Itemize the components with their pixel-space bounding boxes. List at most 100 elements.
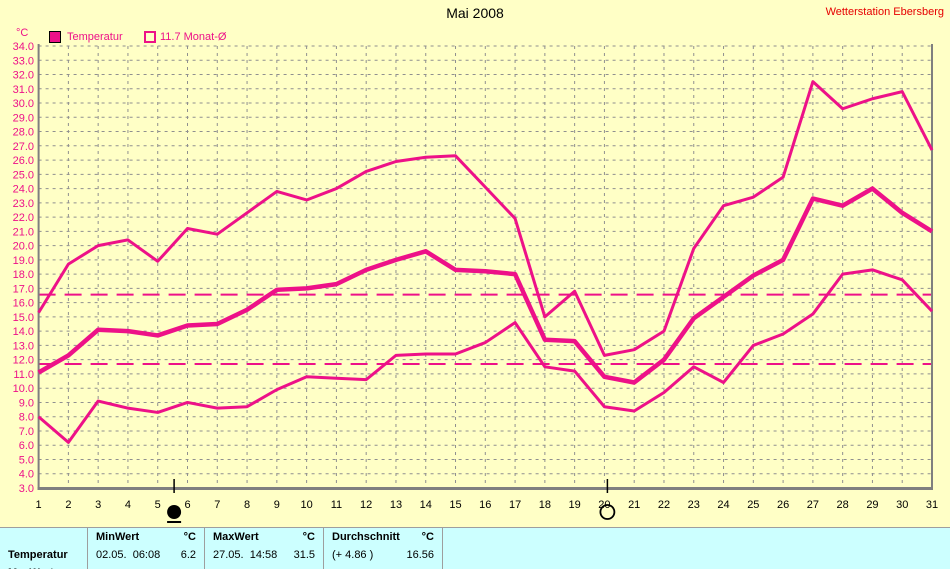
summary-header-spacer bbox=[0, 528, 87, 546]
grid-lines bbox=[38, 45, 932, 488]
summary-value-row: Temperatur 02.05. 06:08 6.2 27.05. 14:58… bbox=[0, 546, 950, 564]
svg-text:15: 15 bbox=[449, 499, 461, 511]
svg-text:15.0: 15.0 bbox=[13, 312, 34, 324]
temperature-series-swatch-icon bbox=[49, 31, 61, 43]
summary-header-empty bbox=[442, 528, 950, 546]
mean-temp-line bbox=[37, 186, 934, 385]
minwert-header-label: MinWert bbox=[96, 531, 140, 543]
svg-text:18.0: 18.0 bbox=[13, 269, 34, 281]
svg-text:24: 24 bbox=[717, 499, 729, 511]
y-axis-unit-label: °C bbox=[16, 27, 29, 39]
svg-text:21: 21 bbox=[628, 499, 640, 511]
durchschnitt-header-label: Durchschnitt bbox=[332, 531, 400, 543]
svg-text:10.0: 10.0 bbox=[13, 383, 34, 395]
svg-text:30: 30 bbox=[896, 499, 908, 511]
svg-text:6.0: 6.0 bbox=[19, 440, 34, 452]
svg-text:8: 8 bbox=[244, 499, 250, 511]
maxwert-header-label: MaxWert bbox=[213, 531, 259, 543]
maxwert-value-cell: 27.05. 14:58 31.5 bbox=[204, 546, 323, 564]
svg-text:13: 13 bbox=[390, 499, 402, 511]
svg-text:29: 29 bbox=[866, 499, 878, 511]
svg-text:24.0: 24.0 bbox=[13, 184, 34, 196]
maxwert-timestamp: 27.05. 14:58 bbox=[213, 549, 278, 561]
svg-text:25.0: 25.0 bbox=[13, 169, 34, 181]
summary-clipped-row: MaxWert bbox=[0, 564, 950, 569]
svg-text:13.0: 13.0 bbox=[13, 340, 34, 352]
svg-text:16.0: 16.0 bbox=[13, 298, 34, 310]
svg-text:31.0: 31.0 bbox=[13, 84, 34, 96]
maxwert-header-unit: °C bbox=[302, 531, 315, 543]
svg-text:12.0: 12.0 bbox=[13, 355, 34, 367]
summary-value-empty bbox=[442, 546, 950, 564]
svg-text:5: 5 bbox=[155, 499, 161, 511]
svg-text:1: 1 bbox=[36, 499, 42, 511]
sensor-row-label: Temperatur bbox=[8, 549, 68, 561]
month-average-swatch-icon bbox=[144, 31, 156, 43]
svg-text:17.0: 17.0 bbox=[13, 283, 34, 295]
summary-header-row: MinWert °C MaxWert °C Durchschnitt °C bbox=[0, 528, 950, 546]
y-axis-labels: 3.0 4.0 5.0 6.0 7.0 8.0 9.0 10.0 11.0 12.0 13.0 14.… bbox=[13, 41, 34, 495]
svg-text:3.0: 3.0 bbox=[19, 483, 34, 495]
svg-text:8.0: 8.0 bbox=[19, 412, 34, 424]
svg-text:14: 14 bbox=[420, 499, 432, 511]
svg-text:7.0: 7.0 bbox=[19, 426, 34, 438]
svg-text:6: 6 bbox=[184, 499, 190, 511]
svg-text:34.0: 34.0 bbox=[13, 41, 34, 53]
maxwert-header-cell: MaxWert °C bbox=[204, 528, 323, 546]
svg-text:32.0: 32.0 bbox=[13, 70, 34, 82]
svg-text:16: 16 bbox=[479, 499, 491, 511]
svg-text:25: 25 bbox=[747, 499, 759, 511]
svg-text:29.0: 29.0 bbox=[13, 112, 34, 124]
svg-text:23.0: 23.0 bbox=[13, 198, 34, 210]
svg-text:17: 17 bbox=[509, 499, 521, 511]
svg-text:22.0: 22.0 bbox=[13, 212, 34, 224]
svg-text:19.0: 19.0 bbox=[13, 255, 34, 267]
minwert-header-cell: MinWert °C bbox=[87, 528, 204, 546]
svg-text:9: 9 bbox=[274, 499, 280, 511]
svg-text:26.0: 26.0 bbox=[13, 155, 34, 167]
durchschnitt-header-unit: °C bbox=[421, 531, 434, 543]
month-average-label: 11.7 Monat-Ø bbox=[160, 31, 227, 43]
temperature-series-label: Temperatur bbox=[67, 31, 123, 43]
svg-text:10: 10 bbox=[300, 499, 312, 511]
clipped-row-label: MaxWert bbox=[0, 564, 87, 569]
svg-text:28: 28 bbox=[837, 499, 849, 511]
svg-text:19: 19 bbox=[569, 499, 581, 511]
durchschnitt-value: 16.56 bbox=[406, 549, 434, 561]
svg-text:12: 12 bbox=[360, 499, 372, 511]
svg-text:2: 2 bbox=[65, 499, 71, 511]
full-moon-icon bbox=[599, 479, 616, 520]
minwert-timestamp: 02.05. 06:08 bbox=[96, 549, 161, 561]
min-temp-line bbox=[37, 268, 934, 444]
svg-text:11.0: 11.0 bbox=[13, 369, 34, 381]
page-title: Mai 2008 bbox=[446, 5, 504, 21]
svg-text:7: 7 bbox=[214, 499, 220, 511]
svg-text:28.0: 28.0 bbox=[13, 127, 34, 139]
svg-text:5.0: 5.0 bbox=[19, 454, 34, 466]
svg-text:20.0: 20.0 bbox=[13, 241, 34, 253]
minwert-value: 6.2 bbox=[180, 549, 196, 561]
durchschnitt-delta: (+ 4.86 ) bbox=[332, 549, 374, 561]
svg-text:33.0: 33.0 bbox=[13, 55, 34, 67]
durchschnitt-value-cell: (+ 4.86 ) 16.56 bbox=[323, 546, 442, 564]
minwert-value-cell: 02.05. 06:08 6.2 bbox=[87, 546, 204, 564]
svg-text:21.0: 21.0 bbox=[13, 226, 34, 238]
svg-text:9.0: 9.0 bbox=[19, 397, 34, 409]
svg-text:22: 22 bbox=[658, 499, 670, 511]
svg-text:30.0: 30.0 bbox=[13, 98, 34, 110]
svg-text:3: 3 bbox=[95, 499, 101, 511]
summary-table: MinWert °C MaxWert °C Durchschnitt °C Te… bbox=[0, 527, 950, 569]
svg-text:26: 26 bbox=[777, 499, 789, 511]
svg-text:11: 11 bbox=[331, 499, 342, 511]
max-temp-line bbox=[37, 80, 934, 357]
maxwert-value: 31.5 bbox=[293, 549, 315, 561]
svg-text:18: 18 bbox=[539, 499, 551, 511]
svg-text:4.0: 4.0 bbox=[19, 469, 34, 481]
durchschnitt-header-cell: Durchschnitt °C bbox=[323, 528, 442, 546]
station-name: Wetterstation Ebersberg bbox=[825, 6, 944, 18]
temperature-line-chart: 3.0 4.0 5.0 6.0 7.0 8.0 9.0 10.0 11.0 12.0 13.0 14.… bbox=[13, 41, 938, 523]
svg-text:14.0: 14.0 bbox=[13, 326, 34, 338]
svg-text:27.0: 27.0 bbox=[13, 141, 34, 153]
new-moon-icon bbox=[167, 479, 182, 523]
